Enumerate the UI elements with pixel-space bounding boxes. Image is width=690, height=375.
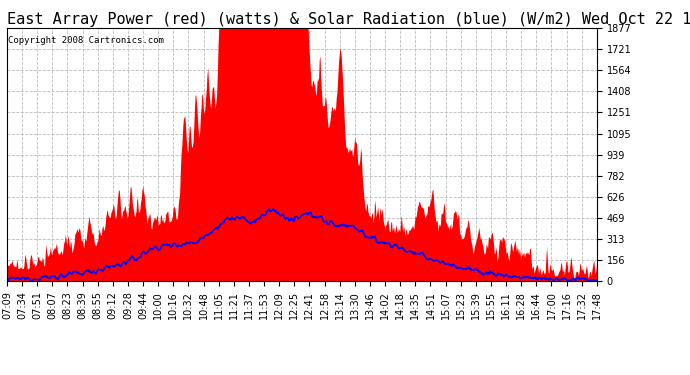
Text: Copyright 2008 Cartronics.com: Copyright 2008 Cartronics.com: [8, 36, 164, 45]
Text: East Array Power (red) (watts) & Solar Radiation (blue) (W/m2) Wed Oct 22 17:53: East Array Power (red) (watts) & Solar R…: [7, 12, 690, 27]
